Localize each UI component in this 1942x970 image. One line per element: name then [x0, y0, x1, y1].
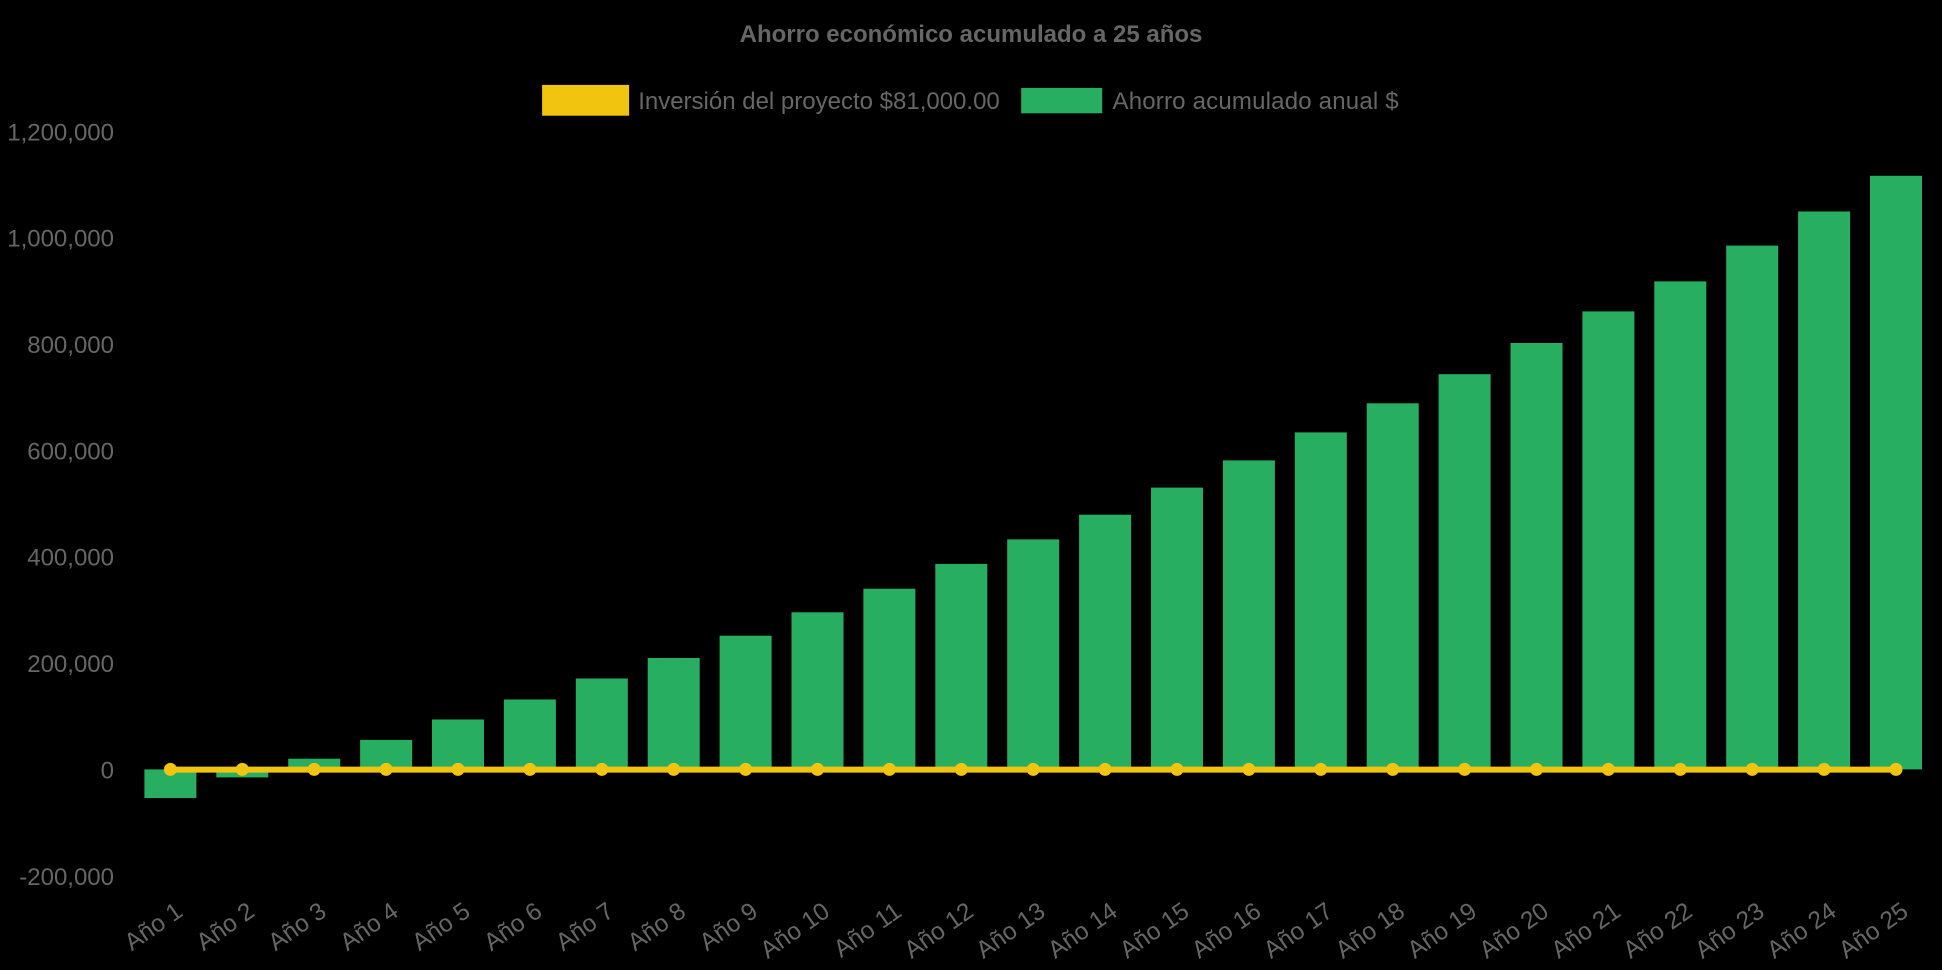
svg-text:Ahorro acumulado anual $: Ahorro acumulado anual $ — [1113, 88, 1399, 115]
svg-text:Inversión del proyecto $81,000: Inversión del proyecto $81,000.00 — [638, 88, 1000, 115]
svg-text:400,000: 400,000 — [27, 545, 114, 572]
svg-text:1,200,000: 1,200,000 — [7, 119, 114, 146]
svg-text:-200,000: -200,000 — [19, 864, 114, 891]
svg-text:0: 0 — [101, 757, 114, 784]
svg-text:600,000: 600,000 — [27, 438, 114, 465]
svg-text:Ahorro económico acumulado a 2: Ahorro económico acumulado a 25 años — [740, 21, 1203, 48]
svg-text:200,000: 200,000 — [27, 651, 114, 678]
svg-text:800,000: 800,000 — [27, 332, 114, 359]
svg-text:1,000,000: 1,000,000 — [7, 226, 114, 253]
